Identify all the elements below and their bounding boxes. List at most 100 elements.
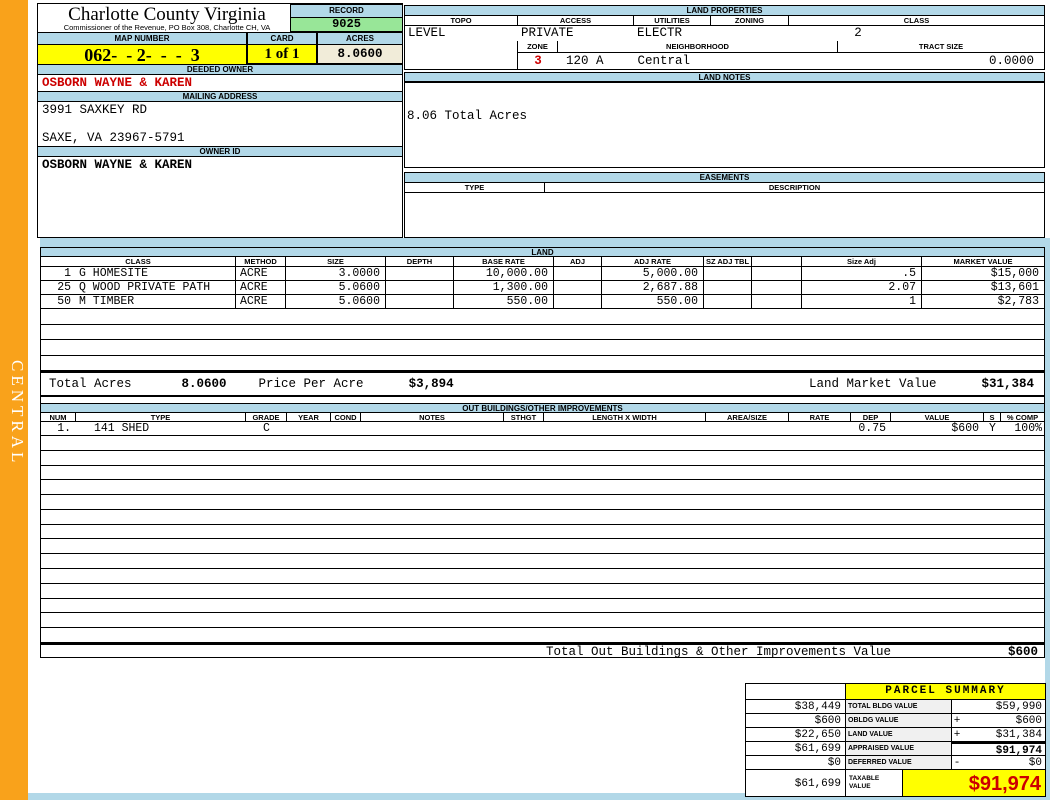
map-number-header: MAP NUMBER xyxy=(37,33,247,45)
row-operator xyxy=(952,700,962,714)
land-market-value: $13,601 xyxy=(990,281,1039,294)
prev-value: $0 xyxy=(746,756,846,770)
land-market-value: $2,783 xyxy=(997,295,1039,308)
empty-row xyxy=(41,525,1044,540)
county-title-wrap: Charlotte County Virginia Commissioner o… xyxy=(38,4,296,32)
land-sz-adj-tbl-header: SZ ADJ TBL xyxy=(704,257,752,266)
district-label: CENTRAL xyxy=(8,359,27,467)
owner-id-header: OWNER ID xyxy=(38,146,402,157)
ob-cond-header: COND xyxy=(331,413,361,422)
land-properties-column-headers: TOPO ACCESS UTILITIES ZONING CLASS xyxy=(405,16,1044,26)
land-size-adj: .5 xyxy=(802,267,922,280)
district-sidebar: CENTRAL xyxy=(0,0,28,800)
empty-row xyxy=(41,554,1044,570)
tract-size-col: TRACT SIZE 0.0000 xyxy=(838,41,1044,69)
land-row: 25 Q WOOD PRIVATE PATH ACRE 5.0600 1,300.… xyxy=(41,281,1044,295)
out-building-row: 1. 141 SHED C 0.75 $600 Y 100% xyxy=(41,422,1044,436)
row-operator: - xyxy=(952,757,962,770)
land-size-adj: 1 xyxy=(802,295,922,308)
prev-value: $600 xyxy=(746,714,846,728)
empty-land-row xyxy=(41,356,1044,371)
ob-pct-comp: 100% xyxy=(1014,422,1042,435)
tract-size-value: 0.0000 xyxy=(988,54,1034,68)
land-section-header: LAND xyxy=(41,247,1044,257)
ob-num: 1. xyxy=(57,422,71,435)
map-number-value: 062- - 2- - - 3 xyxy=(37,45,247,67)
class-header: CLASS xyxy=(789,16,1044,26)
mailing-address-header: MAILING ADDRESS xyxy=(38,91,402,102)
county-title: Charlotte County Virginia xyxy=(68,4,266,25)
utilities-header: UTILITIES xyxy=(634,16,711,26)
summary-row-appraised: $61,699 APPRAISED VALUE $91,974 xyxy=(746,742,1045,757)
topo-spacer xyxy=(405,41,518,69)
empty-row xyxy=(41,480,1044,496)
acres-header: ACRES xyxy=(317,33,403,45)
background-strip xyxy=(1045,238,1050,800)
easement-type-header: TYPE xyxy=(405,183,545,192)
ob-total-value: $600 xyxy=(1007,644,1038,659)
ob-notes-header: NOTES xyxy=(361,413,504,422)
zone-col: ZONE 3 xyxy=(518,41,558,69)
mailing-address-block: 3991 SAXKEY RD SAXE, VA 23967-5791 xyxy=(38,102,402,146)
summary-row-land: $22,650 LAND VALUE + $31,384 xyxy=(746,728,1045,742)
land-depth xyxy=(386,267,454,280)
ob-s-header: S xyxy=(984,413,1001,422)
land-blank xyxy=(752,267,802,280)
ob-area-size xyxy=(706,422,789,435)
ob-grade: C xyxy=(263,422,270,435)
prev-value: $22,650 xyxy=(746,728,846,742)
land-size: 5.0600 xyxy=(286,295,386,308)
easements-box: EASEMENTS TYPE DESCRIPTION xyxy=(404,172,1045,238)
land-sz-adj-tbl xyxy=(704,295,752,308)
land-class-cell: 1 G HOMESITE xyxy=(41,267,236,280)
land-blank xyxy=(752,295,802,308)
ob-cond xyxy=(331,422,361,435)
land-notes-header: LAND NOTES xyxy=(404,72,1045,82)
taxable-label: TAXABLE VALUE xyxy=(846,770,903,796)
county-subtitle: Commissioner of the Revenue, PO Box 308,… xyxy=(63,23,271,32)
empty-out-building-rows xyxy=(41,436,1044,643)
ob-year-header: YEAR xyxy=(287,413,331,422)
land-class-cell: 25 Q WOOD PRIVATE PATH xyxy=(41,281,236,294)
land-depth xyxy=(386,295,454,308)
row-label: LAND VALUE xyxy=(846,728,952,742)
parcel-summary-title: PARCEL SUMMARY xyxy=(846,684,1045,700)
land-adj xyxy=(554,281,602,294)
empty-row xyxy=(41,495,1044,510)
land-method-header: METHOD xyxy=(236,257,286,266)
row-operator xyxy=(952,742,962,756)
price-per-acre-value: $3,894 xyxy=(408,377,454,391)
land-size-adj-header: Size Adj xyxy=(802,257,922,266)
empty-row xyxy=(41,628,1044,643)
class-value: 2 xyxy=(854,26,862,40)
map-number-col: MAP NUMBER 062- - 2- - - 3 xyxy=(37,33,247,67)
land-row: 1 G HOMESITE ACRE 3.0000 10,000.00 5,000.… xyxy=(41,267,1044,281)
ob-s: Y xyxy=(989,422,996,435)
price-per-acre-label: Price Per Acre xyxy=(258,377,364,391)
land-adj-rate: 2,687.88 xyxy=(602,281,704,294)
land-method: ACRE xyxy=(236,267,286,280)
ob-dep: 0.75 xyxy=(858,422,886,435)
land-sz-adj-tbl xyxy=(704,281,752,294)
map-number-row: MAP NUMBER 062- - 2- - - 3 CARD 1 of 1 A… xyxy=(37,33,403,67)
neighborhood-name: Central xyxy=(637,54,691,68)
empty-row xyxy=(41,584,1044,599)
neighborhood-col: NEIGHBORHOOD 120 A Central xyxy=(558,41,838,69)
row-value: $31,384 xyxy=(962,728,1045,742)
land-class-header: CLASS xyxy=(41,257,236,266)
row-label: APPRAISED VALUE xyxy=(846,742,952,756)
zoning-value xyxy=(711,26,789,41)
empty-land-row xyxy=(41,340,1044,356)
land-adj-rate-header: ADJ RATE xyxy=(602,257,704,266)
land-note-text: 8.06 Total Acres xyxy=(407,109,528,123)
easement-description-header: DESCRIPTION xyxy=(768,183,821,192)
ob-notes xyxy=(361,422,504,435)
land-depth xyxy=(386,281,454,294)
summary-row-deferred: $0 DEFERRED VALUE - $0 xyxy=(746,756,1045,770)
out-buildings-total-row: Total Out Buildings & Other Improvements… xyxy=(41,643,1044,659)
record-header: RECORD xyxy=(291,5,402,18)
land-base-rate-header: BASE RATE xyxy=(454,257,554,266)
empty-row xyxy=(41,613,1044,629)
ob-value-header: VALUE xyxy=(891,413,984,422)
land-size: 3.0000 xyxy=(286,267,386,280)
